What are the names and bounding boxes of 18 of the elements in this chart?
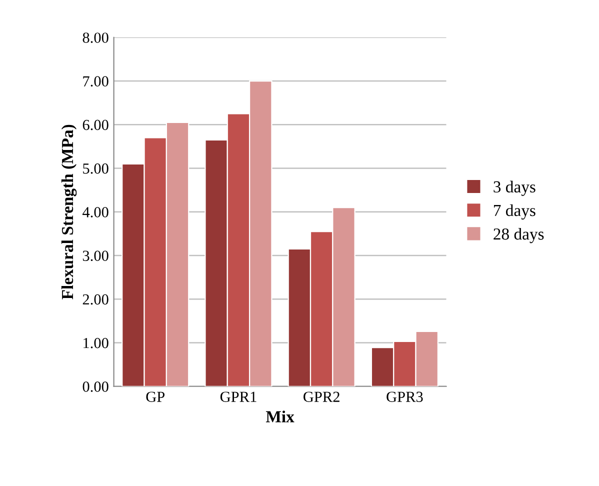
x-tick-label: GPR1 bbox=[220, 392, 256, 402]
y-tick-label: 3.00 bbox=[82, 250, 108, 262]
y-tick-label: 1.00 bbox=[84, 338, 108, 348]
y-tick-label: 2.00 bbox=[82, 294, 108, 305]
x-tick-label: GPR2 bbox=[304, 392, 340, 402]
y-tick-label: 7.00 bbox=[83, 76, 108, 87]
legend-label: 3 days bbox=[494, 180, 536, 196]
y-tick-label: 4.00 bbox=[82, 207, 108, 218]
y-tick-label: 0.00 bbox=[82, 382, 108, 392]
legend-label: 7 days bbox=[494, 204, 536, 220]
x-tick-label: GPR3 bbox=[386, 392, 423, 402]
y-tick-label: 8.00 bbox=[82, 32, 108, 43]
y-tick-label: 5.00 bbox=[83, 163, 108, 174]
y-tick-label: 6.00 bbox=[82, 120, 108, 130]
x-tick-label: GP bbox=[146, 392, 165, 402]
y-axis-title: Flexural Strength (MPa) bbox=[61, 124, 77, 300]
legend-label: 28 days bbox=[494, 228, 544, 244]
x-axis-title: Mix bbox=[266, 410, 294, 422]
